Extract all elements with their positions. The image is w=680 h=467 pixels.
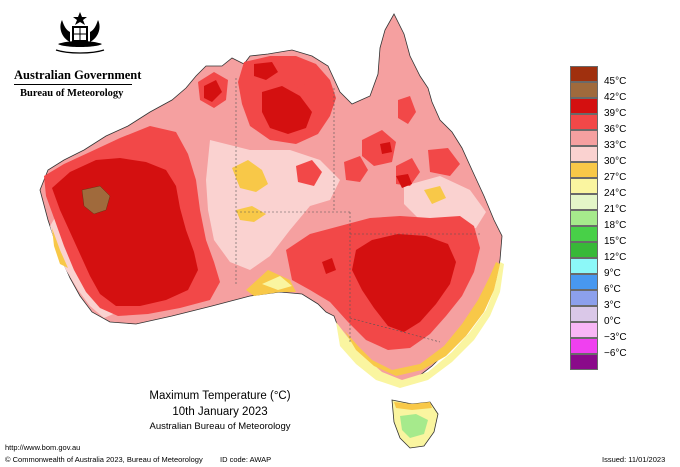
- zone-36c-central: [296, 160, 322, 186]
- legend-label: −3°C: [604, 332, 627, 343]
- footer-copyright: © Commonwealth of Australia 2023, Bureau…: [5, 455, 203, 464]
- legend-entry: 0°C: [570, 306, 640, 327]
- legend-swatch: [570, 130, 598, 146]
- legend-entry: 3°C: [570, 290, 640, 311]
- map-date: 10th January 2023: [172, 406, 268, 418]
- zone-39c-qld-dot-2: [380, 142, 392, 154]
- legend-entry: [570, 354, 640, 370]
- title-divider: [14, 84, 132, 85]
- legend-swatch: [570, 274, 598, 290]
- map-source: Australian Bureau of Meteorology: [149, 421, 291, 432]
- state-borders: [235, 78, 480, 343]
- legend-label: 24°C: [604, 188, 627, 199]
- government-title: Australian Government: [14, 68, 142, 82]
- tasmania-cool-zone: [400, 414, 428, 438]
- tasmania-warm-edge: [394, 402, 432, 410]
- zone-39c-sa-dot: [322, 258, 336, 274]
- legend-label: 15°C: [604, 236, 627, 247]
- temperature-legend: 45°C 42°C 39°C 36°C 33°C 30°C 27°C 24°C 21°C 18°C…: [570, 66, 640, 382]
- bureau-title: Bureau of Meteorology: [20, 88, 124, 99]
- legend-swatch: [570, 114, 598, 130]
- legend-label: 36°C: [604, 124, 627, 135]
- map-title: Maximum Temperature (°C): [149, 390, 291, 402]
- zone-39c-qld-dot: [396, 174, 412, 188]
- legend-swatch: [570, 194, 598, 210]
- legend-entry: 39°C: [570, 98, 640, 119]
- legend-label: 45°C: [604, 76, 627, 87]
- legend-entry: −3°C: [570, 322, 640, 343]
- legend-entry: −6°C: [570, 338, 640, 359]
- zone-27c-east: [424, 186, 446, 204]
- footer-issued-date: Issued: 11/01/2023: [602, 455, 666, 464]
- legend-entry: 12°C: [570, 242, 640, 263]
- zone-39c-north: [262, 86, 312, 134]
- legend-entry: 27°C: [570, 162, 640, 183]
- legend-swatch: [570, 178, 598, 194]
- header: Australian Government Bureau of Meteorol…: [10, 8, 141, 99]
- legend-entry: 21°C: [570, 194, 640, 215]
- legend-swatch: [570, 338, 598, 354]
- legend-entry: 42°C: [570, 82, 640, 103]
- legend-label: 0°C: [604, 316, 621, 327]
- zone-27c-southwest: [52, 228, 68, 268]
- legend-label: 42°C: [604, 92, 627, 103]
- legend-swatch: [570, 210, 598, 226]
- legend-label: 9°C: [604, 268, 621, 279]
- legend-label: 18°C: [604, 220, 627, 231]
- legend-swatch: [570, 354, 598, 370]
- legend-label: 30°C: [604, 156, 627, 167]
- zone-36c-capeyork: [398, 96, 416, 124]
- zone-39c-kimberley: [204, 80, 222, 102]
- legend-swatch: [570, 242, 598, 258]
- zone-27c-interior-2: [236, 206, 266, 222]
- legend-swatch: [570, 322, 598, 338]
- zone-27c-south-coast: [344, 262, 500, 376]
- legend-entry: 33°C: [570, 130, 640, 151]
- zone-36c-qld-3: [428, 148, 460, 176]
- legend-label: 12°C: [604, 252, 627, 263]
- legend-swatch: [570, 258, 598, 274]
- coat-of-arms-icon: [55, 12, 105, 54]
- legend-entry: 6°C: [570, 274, 640, 295]
- zone-24c-bight: [262, 276, 292, 290]
- legend-label: 21°C: [604, 204, 627, 215]
- legend-entry: 45°C: [570, 66, 640, 87]
- legend-entry: 9°C: [570, 258, 640, 279]
- legend-swatch: [570, 66, 598, 82]
- legend-label: 27°C: [604, 172, 627, 183]
- zone-42c-pilbara: [81, 185, 111, 215]
- legend-label: 3°C: [604, 300, 621, 311]
- legend-swatch: [570, 82, 598, 98]
- legend-swatch: [570, 146, 598, 162]
- zone-30c-east: [404, 176, 486, 230]
- legend-entry: 36°C: [570, 114, 640, 135]
- zone-39c-north-2: [254, 62, 278, 80]
- legend-entry: 30°C: [570, 146, 640, 167]
- legend-label: 39°C: [604, 108, 627, 119]
- legend-entry: 15°C: [570, 226, 640, 247]
- footer-id-code: ID code: AWAP: [220, 455, 272, 464]
- legend-label: 33°C: [604, 140, 627, 151]
- legend-label: 6°C: [604, 284, 621, 295]
- legend-swatch: [570, 306, 598, 322]
- legend-swatch: [570, 290, 598, 306]
- zone-39c-se-interior: [352, 234, 456, 332]
- legend-swatch: [570, 162, 598, 178]
- footer-url[interactable]: http://www.bom.gov.au: [5, 443, 81, 452]
- zone-36c-qld: [362, 130, 396, 166]
- legend-entry: 18°C: [570, 210, 640, 231]
- legend-label: −6°C: [604, 348, 627, 359]
- zone-36c-qld-2: [344, 156, 368, 182]
- zone-27c-interior: [232, 160, 268, 192]
- legend-entry: 24°C: [570, 178, 640, 199]
- legend-swatch: [570, 98, 598, 114]
- legend-swatch: [570, 226, 598, 242]
